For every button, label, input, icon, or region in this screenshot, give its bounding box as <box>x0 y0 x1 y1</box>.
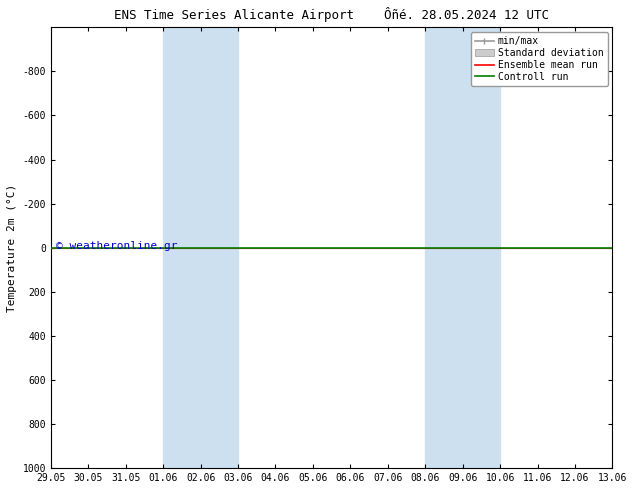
Bar <box>425 27 500 468</box>
Y-axis label: Temperature 2m (°C): Temperature 2m (°C) <box>7 184 17 312</box>
Text: © weatheronline.gr: © weatheronline.gr <box>56 241 178 250</box>
Bar <box>163 27 238 468</box>
Title: ENS Time Series Alicante Airport    Ôñé. 28.05.2024 12 UTC: ENS Time Series Alicante Airport Ôñé. 28… <box>114 7 549 22</box>
Legend: min/max, Standard deviation, Ensemble mean run, Controll run: min/max, Standard deviation, Ensemble me… <box>470 32 607 86</box>
